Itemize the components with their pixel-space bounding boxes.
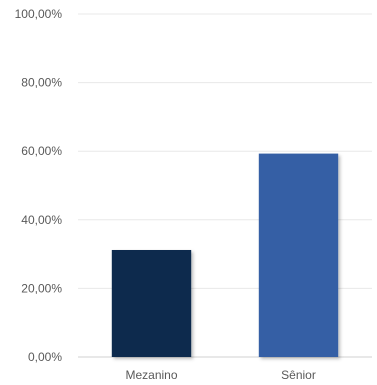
y-tick-label: 60,00% [21, 144, 62, 158]
x-category-label: Sênior [281, 368, 316, 382]
y-tick-label: 80,00% [21, 76, 62, 90]
y-tick-label: 100,00% [15, 7, 63, 21]
y-tick-label: 40,00% [21, 213, 62, 227]
bar-senior [258, 153, 339, 357]
bars [111, 153, 339, 357]
x-axis-categories: Mezanino Sênior [125, 368, 315, 382]
x-category-label: Mezanino [125, 368, 177, 382]
y-tick-label: 20,00% [21, 281, 62, 295]
bar-mezanino [111, 249, 192, 357]
y-axis-ticks: 0,00% 20,00% 40,00% 60,00% 80,00% 100,00% [15, 7, 63, 364]
y-tick-label: 0,00% [28, 350, 62, 364]
